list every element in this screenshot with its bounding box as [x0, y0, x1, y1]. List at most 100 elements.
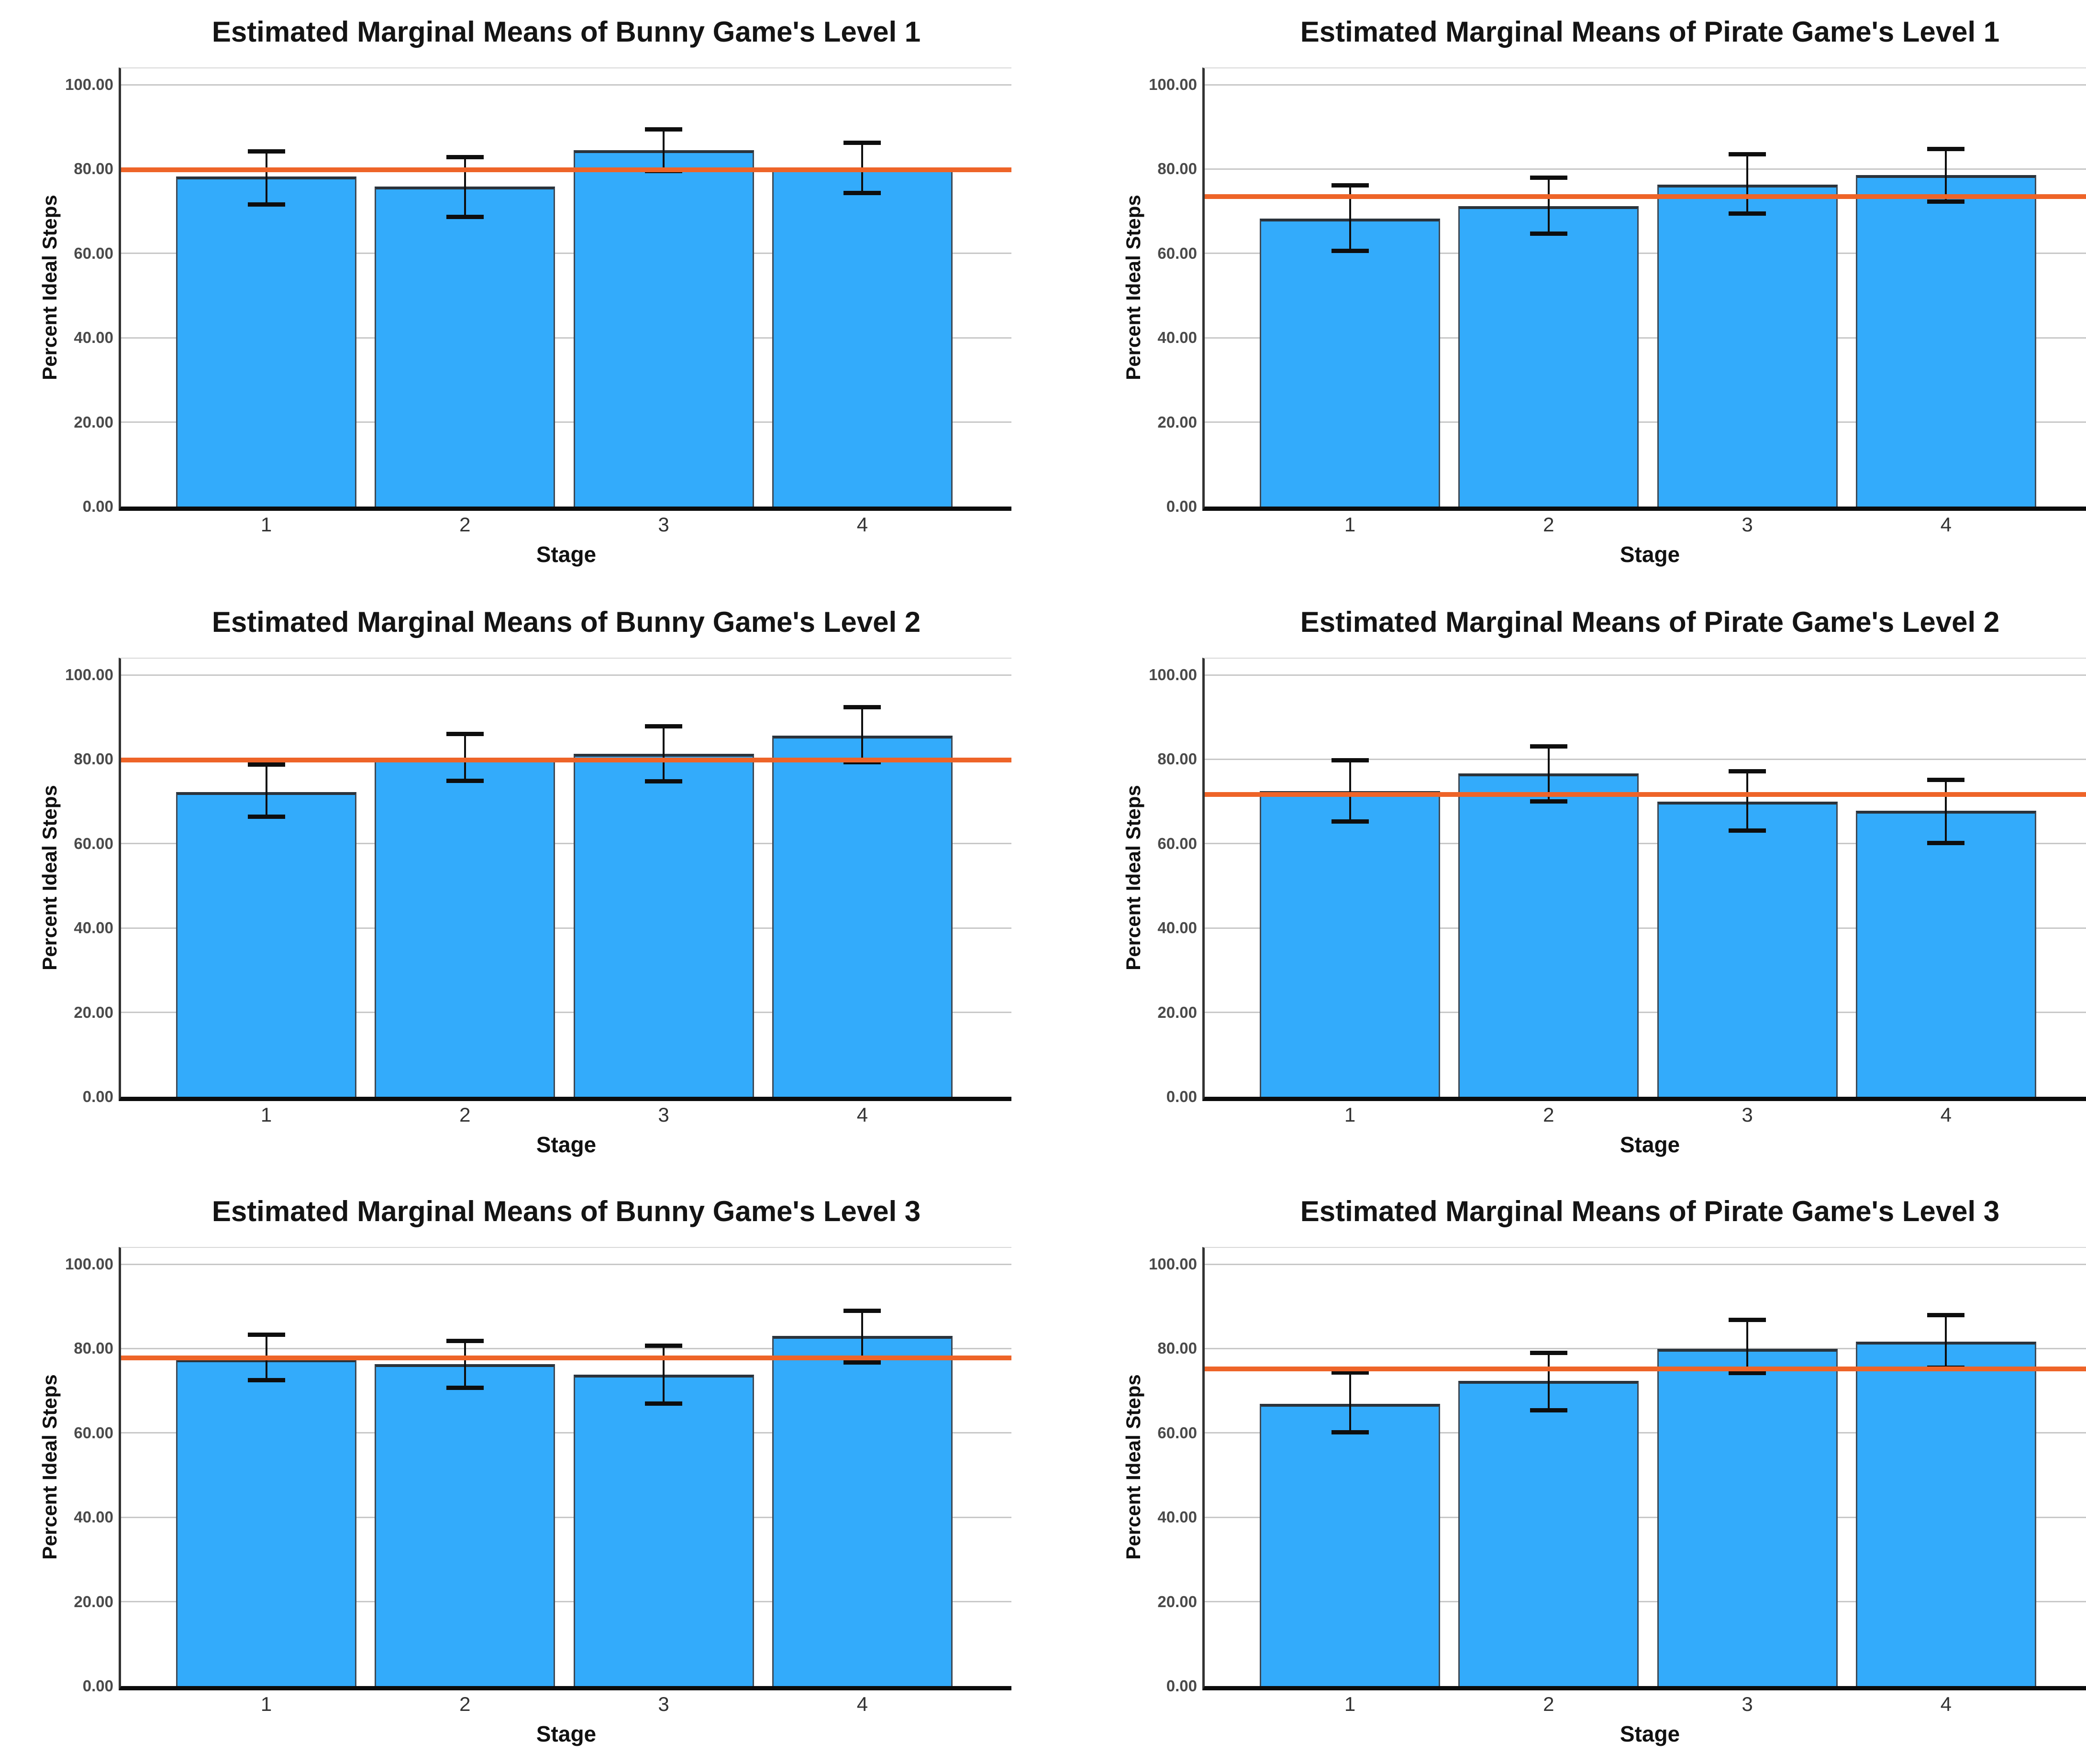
- error-bar-stage-1: [265, 764, 267, 817]
- x-tick-label: 2: [1543, 1103, 1554, 1126]
- bar-stage-1: [1260, 219, 1440, 507]
- bar-stage-4: [1855, 175, 2036, 507]
- y-axis-label: Percent Ideal Steps: [38, 1374, 61, 1560]
- x-tick-label: 2: [459, 513, 471, 536]
- bar-stage-1: [1260, 1403, 1440, 1686]
- error-cap-low: [1331, 819, 1369, 824]
- bar-stage-2: [375, 758, 555, 1097]
- error-cap-low: [1331, 1430, 1369, 1434]
- error-cap-low: [1729, 1371, 1766, 1376]
- error-cap-high: [1927, 146, 1965, 151]
- error-bar-stage-4: [1945, 780, 1947, 843]
- error-cap-high: [1530, 175, 1567, 180]
- error-cap-high: [843, 705, 881, 709]
- error-cap-low: [446, 778, 484, 783]
- y-tick-label: 0.00: [82, 1677, 113, 1695]
- y-tick-label: 40.00: [74, 919, 113, 937]
- bar-stage-3: [1657, 185, 1838, 507]
- reference-line: [1205, 194, 2086, 199]
- gridline-40: [121, 927, 1011, 929]
- chart-pirate-level-1: Estimated Marginal Means of Pirate Game'…: [1103, 8, 2086, 584]
- y-tick-label: 80.00: [74, 160, 113, 178]
- x-tick-label: 1: [260, 1103, 272, 1126]
- error-cap-high: [1729, 769, 1766, 774]
- chart-title: Estimated Marginal Means of Pirate Game'…: [1300, 606, 2000, 638]
- y-tick-label: 100.00: [1149, 666, 1197, 684]
- error-cap-low: [1530, 231, 1567, 236]
- x-tick-label: 3: [1742, 1103, 1753, 1126]
- y-tick-label: 60.00: [74, 244, 113, 262]
- error-bar-stage-4: [1945, 149, 1947, 202]
- y-tick-label: 40.00: [1157, 329, 1197, 347]
- y-tick-label: 40.00: [74, 329, 113, 347]
- chart-pirate-level-3: Estimated Marginal Means of Pirate Game'…: [1103, 1187, 2086, 1764]
- x-tick-label: 4: [1940, 1693, 1952, 1715]
- bar-stage-4: [1855, 811, 2036, 1097]
- y-axis-label: Percent Ideal Steps: [1122, 785, 1144, 970]
- y-axis-label: Percent Ideal Steps: [38, 195, 61, 380]
- bar-stage-3: [573, 1375, 754, 1686]
- x-axis-label: Stage: [1620, 1132, 1680, 1157]
- error-cap-high: [1530, 744, 1567, 749]
- y-tick-label: 20.00: [74, 413, 113, 431]
- x-tick-label: 3: [658, 1103, 669, 1126]
- y-tick-label: 20.00: [1157, 1003, 1197, 1021]
- plot-area: [119, 1247, 1011, 1690]
- x-tick-label: 2: [1543, 513, 1554, 536]
- chart-title: Estimated Marginal Means of Pirate Game'…: [1300, 1195, 2000, 1227]
- x-tick-label: 3: [1742, 513, 1753, 536]
- error-bar-stage-1: [265, 151, 267, 205]
- gridline-20: [1205, 1601, 2086, 1603]
- plot-area: [1202, 658, 2086, 1101]
- y-tick-label: 0.00: [1166, 497, 1197, 515]
- x-tick-label: 1: [260, 1693, 272, 1715]
- chart-pirate-level-2: Estimated Marginal Means of Pirate Game'…: [1103, 598, 2086, 1175]
- error-cap-low: [1927, 840, 1965, 845]
- y-tick-label: 20.00: [1157, 1592, 1197, 1610]
- y-tick-label: 60.00: [1157, 244, 1197, 262]
- error-cap-low: [247, 1378, 285, 1383]
- gridline-100: [121, 674, 1011, 676]
- y-tick-label: 40.00: [1157, 1508, 1197, 1526]
- y-tick-label: 60.00: [74, 1423, 113, 1442]
- gridline-60: [121, 843, 1011, 845]
- error-bar-stage-1: [1349, 1372, 1351, 1433]
- y-tick-label: 20.00: [74, 1003, 113, 1021]
- error-cap-high: [1729, 1317, 1766, 1322]
- y-tick-label: 100.00: [1149, 1255, 1197, 1273]
- x-tick-label: 4: [856, 513, 868, 536]
- gridline-40: [121, 1516, 1011, 1518]
- y-axis-label: Percent Ideal Steps: [1122, 195, 1144, 380]
- bar-stage-4: [772, 1335, 953, 1686]
- error-cap-low: [1729, 828, 1766, 833]
- gridline-60: [121, 253, 1011, 254]
- x-axis-label: Stage: [536, 1132, 597, 1157]
- error-bar-stage-3: [1746, 1320, 1749, 1373]
- gridline-60: [1205, 253, 2086, 254]
- error-cap-high: [843, 141, 881, 145]
- gridline-40: [121, 337, 1011, 339]
- bar-stage-2: [1458, 773, 1639, 1097]
- chart-bunny-level-1: Estimated Marginal Means of Bunny Game's…: [19, 8, 1062, 584]
- error-cap-low: [843, 191, 881, 196]
- error-bar-stage-3: [663, 1345, 665, 1404]
- gridline-60: [1205, 1432, 2086, 1434]
- error-cap-high: [446, 1339, 484, 1344]
- reference-line: [121, 167, 1011, 173]
- y-tick-label: 100.00: [65, 666, 113, 684]
- error-bar-stage-3: [1746, 154, 1749, 214]
- y-tick-label: 80.00: [74, 750, 113, 768]
- bar-stage-2: [375, 1364, 555, 1686]
- error-bar-stage-4: [861, 707, 864, 762]
- reference-line: [121, 1355, 1011, 1360]
- y-tick-label: 60.00: [1157, 834, 1197, 852]
- x-axis-label: Stage: [536, 1721, 597, 1746]
- error-cap-low: [1927, 199, 1965, 204]
- x-axis-label: Stage: [536, 542, 597, 567]
- x-tick-label: 2: [1543, 1693, 1554, 1715]
- y-tick-label: 0.00: [82, 497, 113, 515]
- error-cap-high: [446, 731, 484, 736]
- error-cap-low: [645, 1401, 683, 1406]
- x-tick-label: 1: [260, 513, 272, 536]
- error-bar-stage-2: [1547, 746, 1550, 802]
